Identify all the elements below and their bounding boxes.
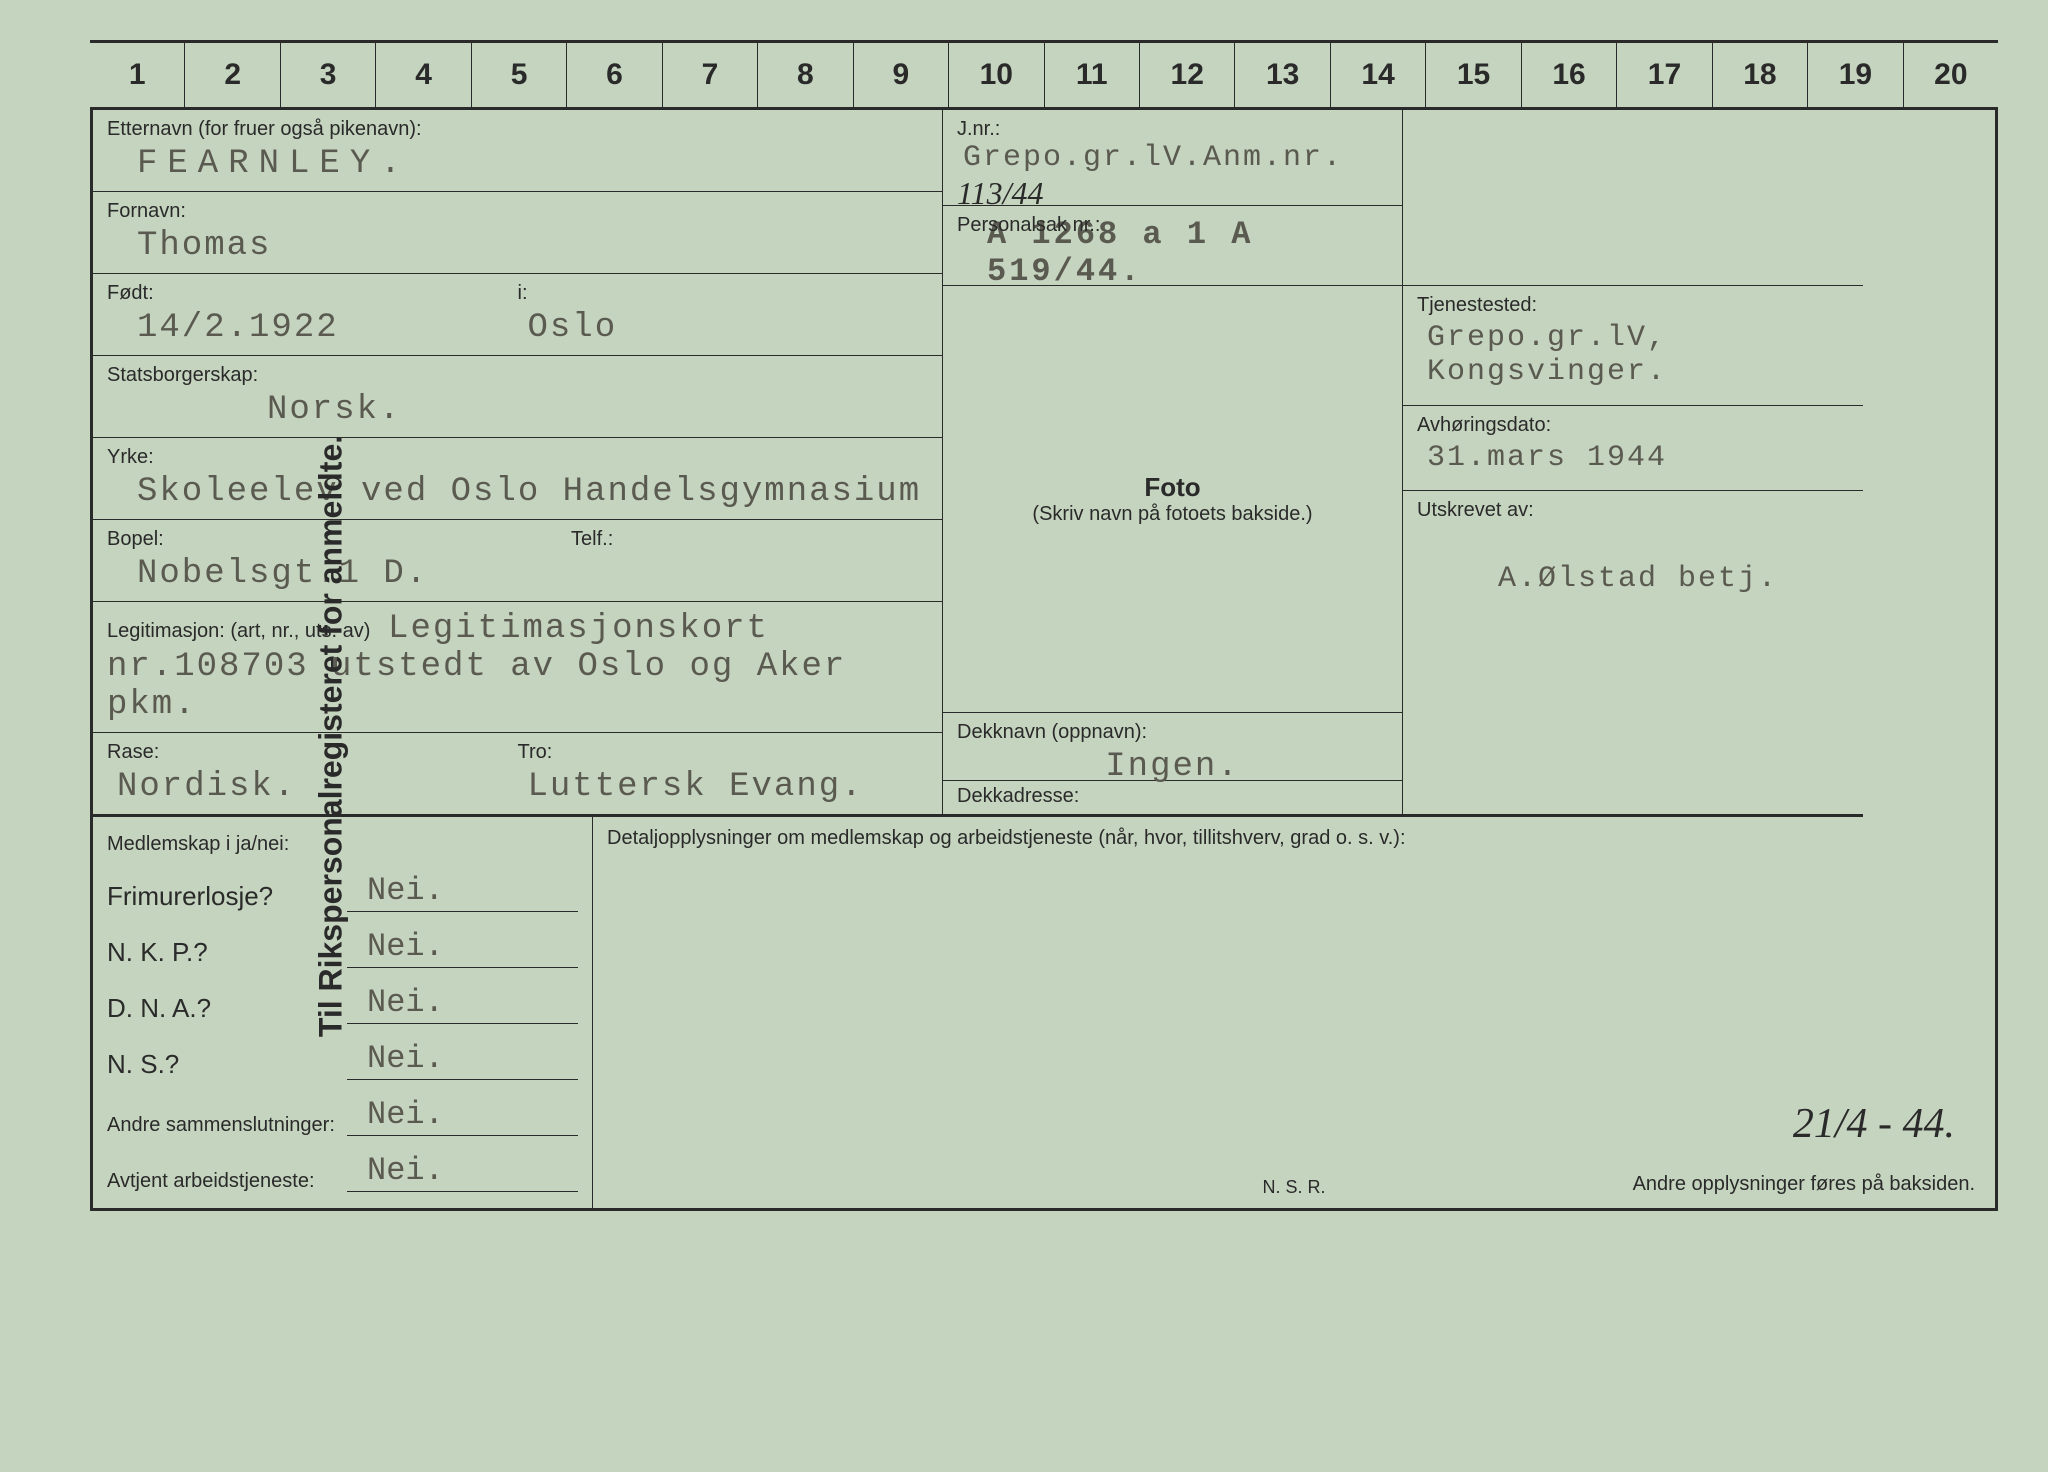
label-dekknavn: Dekknavn (oppnavn): <box>957 721 1388 744</box>
mem-label: N. S.? <box>107 1049 347 1080</box>
label-avhoringsdato: Avhøringsdato: <box>1417 414 1849 437</box>
value-statsborgerskap: Norsk. <box>107 387 928 429</box>
label-etternavn: Etternavn (for fruer også pikenavn): <box>107 118 928 141</box>
field-dekkadresse: Dekkadresse: <box>943 781 1402 817</box>
label-tjenestested: Tjenestested: <box>1417 294 1849 317</box>
label-fornavn: Fornavn: <box>107 200 928 223</box>
field-personalsak: Personalsak nr.: <box>943 206 1402 286</box>
field-rase-tro-row: Rase: Nordisk. Tro: Luttersk Evang. <box>93 733 942 817</box>
ruler-tick: 4 <box>376 43 471 107</box>
ruler-tick: 7 <box>663 43 758 107</box>
ruler-tick: 18 <box>1713 43 1808 107</box>
ruler-tick: 6 <box>567 43 662 107</box>
label-i: i: <box>518 282 929 305</box>
value-avhoringsdato: 31.mars 1944 <box>1417 437 1849 475</box>
label-telf: Telf.: <box>571 528 928 551</box>
field-utskrevet: Utskrevet av: A.Ølstad betj. <box>1403 491 1863 817</box>
details-panel: Detaljopplysninger om medlemskap og arbe… <box>593 817 1995 1208</box>
ruler-tick: 14 <box>1331 43 1426 107</box>
ruler-tick: 19 <box>1808 43 1903 107</box>
ruler-tick: 20 <box>1904 43 1998 107</box>
field-dekknavn: Dekknavn (oppnavn): Ingen. <box>943 713 1402 781</box>
vertical-title: Til Rikspersonalregisteret for anmeldte. <box>313 435 350 1037</box>
field-etternavn: Etternavn (for fruer også pikenavn): FEA… <box>93 110 942 192</box>
field-bopel-row: Bopel: Nobelsgt.1 D. Telf.: <box>93 520 942 602</box>
foto-box: Foto (Skriv navn på fotoets bakside.) <box>943 286 1402 713</box>
value-telf <box>571 551 928 555</box>
mem-value: Nei. <box>347 1040 578 1080</box>
andre-opplysninger-note: Andre opplysninger føres på baksiden. <box>1633 1173 1975 1196</box>
foto-subtitle: (Skriv navn på fotoets bakside.) <box>1032 503 1312 526</box>
ruler-tick: 17 <box>1617 43 1712 107</box>
value-tro: Luttersk Evang. <box>518 764 929 806</box>
mem-value: Nei. <box>347 928 578 968</box>
ruler-tick: 15 <box>1426 43 1521 107</box>
value-tjenestested: Grepo.gr.lV, Kongsvinger. <box>1417 317 1849 389</box>
field-fornavn: Fornavn: Thomas <box>93 192 942 274</box>
ruler-tick: 5 <box>472 43 567 107</box>
handwritten-date: 21/4 - 44. <box>1793 1100 1955 1148</box>
field-statsborgerskap: Statsborgerskap: Norsk. <box>93 356 942 438</box>
mem-value: Nei. <box>347 872 578 912</box>
mem-label: D. N. A.? <box>107 993 347 1024</box>
ruler-tick: 8 <box>758 43 853 107</box>
label-personalsak: Personalsak nr.: <box>957 214 1388 237</box>
mem-value: Nei. <box>347 1096 578 1136</box>
mem-value: Nei. <box>347 1152 578 1192</box>
ruler-tick: 10 <box>949 43 1044 107</box>
ruler-tick: 1 <box>90 43 185 107</box>
value-fodt: 14/2.1922 <box>107 305 518 347</box>
label-detaljopplysninger: Detaljopplysninger om medlemskap og arbe… <box>607 827 1981 850</box>
label-fodt: Født: <box>107 282 518 305</box>
mem-label: Frimurerlosje? <box>107 881 347 912</box>
ruler-tick: 2 <box>185 43 280 107</box>
field-fodt-row: Født: 14/2.1922 i: Oslo <box>93 274 942 356</box>
value-jnr-line1: Grepo.gr.lV.Anm.nr. <box>957 137 1343 175</box>
ruler-tick: 11 <box>1045 43 1140 107</box>
value-etternavn: FEARNLEY. <box>107 141 928 183</box>
mem-label: Andre sammenslutninger: <box>107 1114 347 1136</box>
ruler-tick: 13 <box>1235 43 1330 107</box>
field-tjenestested: Tjenestested: Grepo.gr.lV, Kongsvinger. <box>1403 286 1863 406</box>
label-tro: Tro: <box>518 741 929 764</box>
mem-value: Nei. <box>347 984 578 1024</box>
mem-label: N. K. P.? <box>107 937 347 968</box>
membership-row: Andre sammenslutninger: Nei. <box>93 1086 592 1142</box>
membership-row: Avtjent arbeidstjeneste: Nei. <box>93 1142 592 1198</box>
value-i: Oslo <box>518 305 929 347</box>
field-legitimasjon: Legitimasjon: (art, nr., uts. av) Legiti… <box>93 602 942 733</box>
registration-card: Til Rikspersonalregisteret for anmeldte.… <box>0 0 2048 1472</box>
value-fornavn: Thomas <box>107 223 928 265</box>
mem-label: Avtjent arbeidstjeneste: <box>107 1170 347 1192</box>
ruler-tick: 9 <box>854 43 949 107</box>
value-dekknavn: Ingen. <box>957 744 1388 786</box>
ruler-tick: 3 <box>281 43 376 107</box>
ruler-tick: 16 <box>1522 43 1617 107</box>
label-utskrevet: Utskrevet av: <box>1417 499 1849 522</box>
value-yrke: Skoleelev ved Oslo Handelsgymnasium <box>107 469 928 511</box>
value-personalsak <box>957 237 1388 241</box>
field-jnr: J.nr.: Grepo.gr.lV.Anm.nr. 113/44 A 1268… <box>943 110 1402 206</box>
ruler-tick: 12 <box>1140 43 1235 107</box>
field-yrke: Yrke: Skoleelev ved Oslo Handelsgymnasiu… <box>93 438 942 520</box>
label-statsborgerskap: Statsborgerskap: <box>107 364 928 387</box>
label-dekkadresse: Dekkadresse: <box>957 785 1388 808</box>
ruler-scale: 1 2 3 4 5 6 7 8 9 10 11 12 13 14 15 16 1… <box>90 40 1998 110</box>
value-utskrevet: A.Ølstad betj. <box>1417 522 1849 596</box>
membership-row: N. S.? Nei. <box>93 1030 592 1086</box>
foto-title: Foto <box>1144 472 1200 503</box>
nsr-mark: N. S. R. <box>1262 1177 1325 1198</box>
label-yrke: Yrke: <box>107 446 928 469</box>
field-avhoringsdato: Avhøringsdato: 31.mars 1944 <box>1403 406 1863 491</box>
